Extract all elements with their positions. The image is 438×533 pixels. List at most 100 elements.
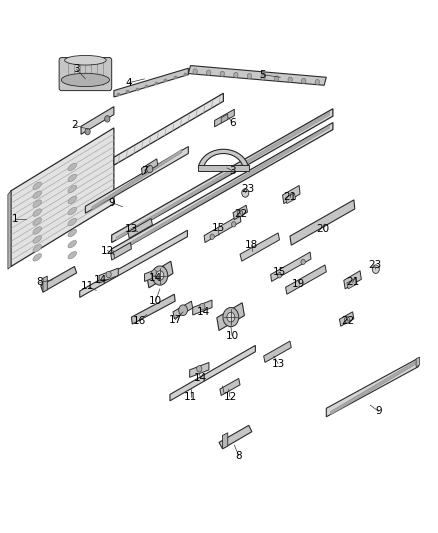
Polygon shape	[204, 215, 241, 243]
Ellipse shape	[33, 218, 42, 225]
Text: 13: 13	[125, 224, 138, 234]
Circle shape	[152, 266, 168, 285]
Polygon shape	[193, 300, 212, 315]
Circle shape	[106, 271, 111, 278]
Text: 15: 15	[273, 267, 286, 277]
Circle shape	[237, 210, 243, 216]
Circle shape	[288, 77, 293, 83]
Polygon shape	[286, 265, 326, 294]
Circle shape	[105, 116, 110, 122]
Ellipse shape	[33, 236, 42, 243]
Circle shape	[301, 78, 306, 84]
Text: 21: 21	[283, 192, 297, 202]
Polygon shape	[147, 261, 173, 288]
Ellipse shape	[33, 200, 42, 207]
Polygon shape	[92, 149, 182, 210]
Text: 4: 4	[126, 78, 133, 87]
Circle shape	[152, 270, 157, 276]
Text: 16: 16	[133, 316, 146, 326]
Polygon shape	[11, 128, 114, 266]
Ellipse shape	[68, 174, 77, 182]
Polygon shape	[198, 165, 249, 171]
Circle shape	[261, 75, 265, 80]
Text: 14: 14	[94, 275, 107, 285]
Polygon shape	[416, 357, 420, 367]
Polygon shape	[347, 278, 357, 289]
Polygon shape	[111, 243, 131, 260]
Polygon shape	[116, 125, 329, 254]
Polygon shape	[215, 109, 234, 127]
Text: 23: 23	[368, 261, 381, 270]
Ellipse shape	[33, 254, 42, 261]
Ellipse shape	[61, 73, 110, 86]
Ellipse shape	[33, 209, 42, 216]
Text: 11: 11	[184, 392, 197, 402]
Text: 3: 3	[229, 166, 236, 175]
Ellipse shape	[68, 240, 77, 248]
Ellipse shape	[68, 163, 77, 171]
Circle shape	[227, 312, 235, 322]
Polygon shape	[344, 271, 361, 289]
Text: 11: 11	[81, 281, 94, 291]
Circle shape	[301, 259, 305, 264]
Circle shape	[232, 222, 236, 227]
Text: 5: 5	[259, 70, 266, 79]
Circle shape	[147, 165, 153, 173]
Polygon shape	[80, 230, 187, 297]
Text: 18: 18	[245, 240, 258, 250]
Polygon shape	[173, 301, 193, 319]
Polygon shape	[170, 345, 255, 401]
Polygon shape	[43, 276, 47, 292]
Polygon shape	[240, 233, 279, 261]
Text: 10: 10	[149, 296, 162, 306]
Circle shape	[220, 71, 224, 76]
Text: 12: 12	[223, 392, 237, 402]
Polygon shape	[81, 107, 114, 134]
Ellipse shape	[33, 191, 42, 198]
Circle shape	[197, 366, 202, 372]
Polygon shape	[116, 112, 329, 240]
Circle shape	[200, 303, 205, 310]
Text: 17: 17	[169, 315, 182, 325]
Circle shape	[372, 265, 379, 273]
Circle shape	[223, 308, 239, 327]
Circle shape	[85, 128, 90, 135]
Polygon shape	[99, 268, 118, 283]
Polygon shape	[112, 109, 333, 243]
Text: 15: 15	[212, 223, 225, 232]
Polygon shape	[131, 294, 175, 324]
Ellipse shape	[68, 219, 77, 226]
Circle shape	[210, 234, 214, 239]
Polygon shape	[339, 312, 354, 326]
Polygon shape	[219, 425, 252, 449]
Circle shape	[207, 70, 211, 75]
Polygon shape	[331, 361, 415, 415]
Polygon shape	[221, 114, 228, 123]
Circle shape	[277, 273, 282, 278]
Polygon shape	[233, 205, 247, 220]
Polygon shape	[290, 200, 355, 245]
Ellipse shape	[68, 207, 77, 215]
Ellipse shape	[68, 252, 77, 259]
Polygon shape	[220, 378, 240, 395]
Polygon shape	[85, 147, 188, 213]
Polygon shape	[8, 191, 11, 269]
Polygon shape	[114, 68, 188, 97]
Polygon shape	[271, 252, 311, 281]
Polygon shape	[283, 185, 300, 204]
Polygon shape	[286, 193, 296, 204]
Text: 14: 14	[194, 374, 207, 383]
Circle shape	[274, 76, 279, 81]
Text: 19: 19	[292, 279, 305, 288]
Polygon shape	[141, 159, 158, 175]
Text: 8: 8	[235, 451, 242, 461]
Circle shape	[234, 72, 238, 78]
Text: 7: 7	[141, 166, 148, 175]
Polygon shape	[198, 149, 248, 168]
Polygon shape	[112, 123, 333, 256]
Circle shape	[193, 69, 197, 74]
Ellipse shape	[68, 185, 77, 193]
Polygon shape	[190, 362, 209, 377]
Polygon shape	[41, 266, 77, 292]
Polygon shape	[128, 219, 152, 238]
